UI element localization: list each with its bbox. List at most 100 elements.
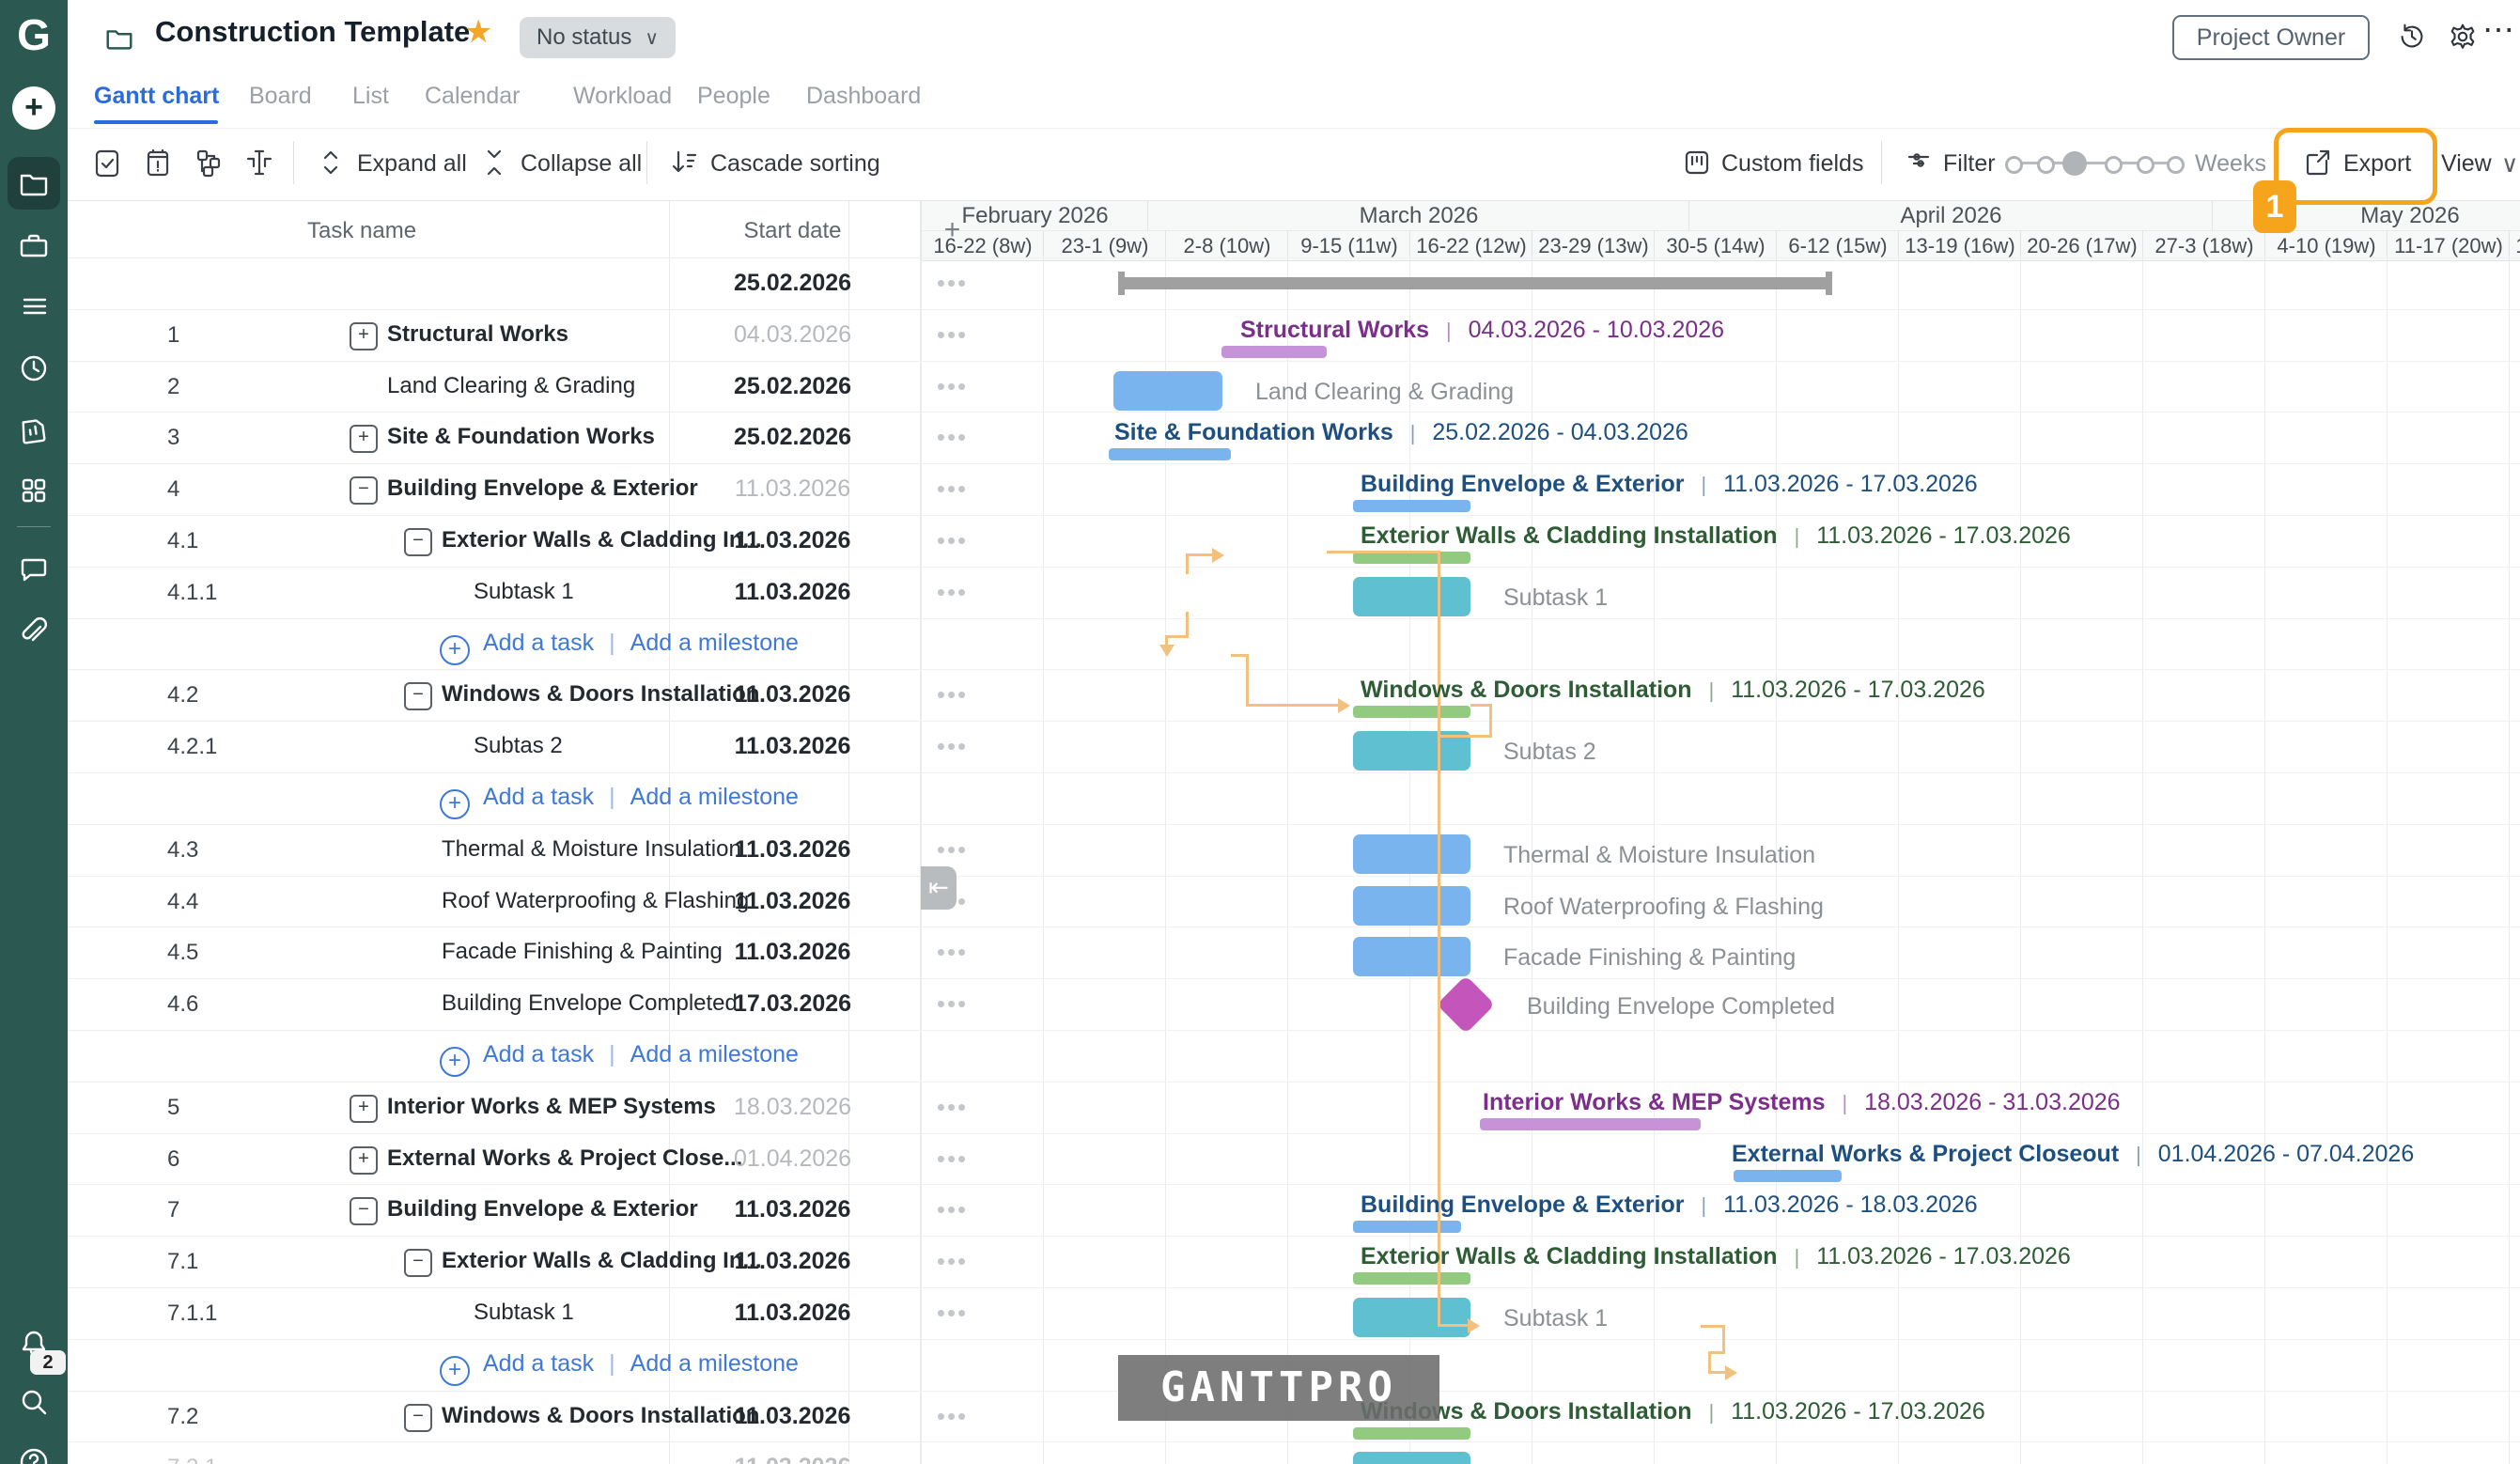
row-menu-icon[interactable]: •••	[936, 1145, 969, 1173]
zoom-slider-stop[interactable]	[2005, 156, 2023, 174]
add-column-button[interactable]: +	[943, 214, 961, 245]
more-options-icon[interactable]: ⋯	[2482, 12, 2516, 48]
tab-dashboard[interactable]: Dashboard	[806, 83, 922, 109]
collapse-minus-icon[interactable]: −	[350, 476, 378, 505]
collapse-all-button[interactable]: Collapse all	[521, 150, 643, 177]
collapse-all-icon[interactable]	[477, 146, 511, 179]
task-bar[interactable]	[1353, 886, 1470, 926]
summary-task-bar[interactable]	[1734, 1170, 1842, 1182]
summary-task-bar[interactable]	[1353, 552, 1470, 564]
task-bar[interactable]	[1353, 834, 1470, 874]
row-menu-icon[interactable]: •••	[936, 680, 969, 709]
attachments-icon[interactable]	[17, 615, 51, 648]
add-milestone-link[interactable]: Add a milestone	[630, 1041, 799, 1067]
summary-task-bar[interactable]	[1353, 1221, 1461, 1233]
portfolio-icon[interactable]	[17, 229, 51, 263]
overdue-tasks-icon[interactable]	[141, 146, 175, 179]
zoom-slider-stop[interactable]	[2137, 156, 2154, 174]
collapse-minus-icon[interactable]: −	[404, 528, 432, 556]
cascade-sorting-button[interactable]: Cascade sorting	[710, 150, 880, 177]
tab-calendar[interactable]: Calendar	[425, 83, 521, 109]
row-menu-icon[interactable]: •••	[936, 320, 969, 349]
collapse-minus-icon[interactable]: −	[404, 1404, 432, 1432]
tab-board[interactable]: Board	[249, 83, 312, 109]
task-bar[interactable]	[1353, 1298, 1470, 1337]
row-menu-icon[interactable]: •••	[936, 1402, 969, 1430]
add-milestone-link[interactable]: Add a milestone	[630, 784, 799, 810]
task-bar[interactable]	[1353, 1452, 1470, 1464]
help-icon[interactable]	[17, 1445, 51, 1464]
projects-icon[interactable]	[17, 166, 51, 200]
add-task-link[interactable]: Add a task	[483, 784, 595, 810]
critical-path-icon[interactable]	[192, 146, 226, 179]
custom-fields-icon[interactable]	[1680, 146, 1714, 179]
expand-plus-icon[interactable]: +	[350, 322, 378, 350]
add-task-link[interactable]: Add a task	[483, 630, 595, 656]
add-task-link[interactable]: Add a task	[483, 1350, 595, 1377]
tab-workload[interactable]: Workload	[573, 83, 673, 109]
row-menu-icon[interactable]: •••	[936, 475, 969, 503]
expand-plus-icon[interactable]: +	[350, 425, 378, 453]
row-menu-icon[interactable]: •••	[936, 732, 969, 760]
add-milestone-link[interactable]: Add a milestone	[630, 1350, 799, 1377]
custom-fields-button[interactable]: Custom fields	[1721, 150, 1864, 177]
favorite-star-icon[interactable]: ★	[464, 14, 493, 50]
column-header-start-date[interactable]: Start date	[743, 218, 842, 243]
zoom-slider-stop[interactable]	[2105, 156, 2123, 174]
row-menu-icon[interactable]: •••	[936, 1195, 969, 1223]
tab-gantt-chart[interactable]: Gantt chart	[94, 83, 220, 109]
search-icon[interactable]	[17, 1385, 51, 1419]
row-menu-icon[interactable]: •••	[936, 423, 969, 451]
summary-task-bar[interactable]	[1353, 706, 1470, 718]
expand-plus-icon[interactable]: +	[350, 1146, 378, 1175]
summary-task-bar[interactable]	[1221, 346, 1327, 358]
add-task-link[interactable]: Add a task	[483, 1041, 595, 1067]
row-menu-icon[interactable]: •••	[936, 989, 969, 1018]
export-icon[interactable]	[2300, 146, 2334, 179]
summary-task-bar[interactable]	[1353, 500, 1470, 512]
filter-icon[interactable]	[1902, 146, 1936, 179]
filter-button[interactable]: Filter	[1943, 150, 1996, 177]
tab-people[interactable]: People	[697, 83, 770, 109]
row-menu-icon[interactable]: •••	[936, 578, 969, 606]
reports-icon[interactable]	[17, 413, 51, 447]
row-menu-icon[interactable]: •••	[936, 1299, 969, 1327]
task-bar[interactable]	[1113, 371, 1222, 411]
task-bar[interactable]	[1353, 577, 1470, 616]
zoom-slider-stop[interactable]	[2167, 156, 2185, 174]
tab-list[interactable]: List	[352, 83, 389, 109]
select-tasks-icon[interactable]	[90, 146, 124, 179]
baseline-icon[interactable]	[242, 146, 276, 179]
zoom-slider-handle[interactable]	[2062, 151, 2087, 176]
project-status-dropdown[interactable]: No status ∨	[520, 17, 677, 58]
row-menu-icon[interactable]: •••	[936, 938, 969, 966]
row-menu-icon[interactable]: •••	[936, 526, 969, 554]
expand-all-button[interactable]: Expand all	[357, 150, 467, 177]
project-summary-bar[interactable]	[1118, 277, 1832, 289]
create-new-button[interactable]: +	[12, 86, 55, 130]
export-button[interactable]: Export	[2343, 150, 2412, 177]
summary-task-bar[interactable]	[1109, 448, 1231, 460]
collapse-minus-icon[interactable]: −	[404, 1249, 432, 1277]
add-milestone-link[interactable]: Add a milestone	[630, 630, 799, 656]
milestone-diamond[interactable]	[1436, 974, 1496, 1035]
view-button[interactable]: View	[2441, 150, 2492, 177]
tasks-list-icon[interactable]	[17, 289, 51, 323]
cascade-sorting-icon[interactable]	[667, 146, 701, 179]
expand-plus-icon[interactable]: +	[350, 1095, 378, 1123]
row-menu-icon[interactable]: •••	[936, 269, 969, 297]
summary-task-bar[interactable]	[1353, 1272, 1470, 1285]
row-menu-icon[interactable]: •••	[936, 1093, 969, 1121]
collapse-minus-icon[interactable]: −	[404, 682, 432, 710]
apps-grid-icon[interactable]	[17, 474, 51, 507]
project-owner-button[interactable]: Project Owner	[2172, 15, 2370, 60]
row-menu-icon[interactable]: •••	[936, 835, 969, 864]
expand-all-icon[interactable]	[314, 146, 348, 179]
collapse-table-handle[interactable]: ⇤	[921, 866, 957, 910]
zoom-slider-stop[interactable]	[2037, 156, 2055, 174]
summary-task-bar[interactable]	[1480, 1118, 1701, 1130]
time-log-icon[interactable]	[17, 351, 51, 385]
task-bar[interactable]	[1353, 937, 1470, 976]
summary-task-bar[interactable]	[1353, 1427, 1470, 1440]
comments-icon[interactable]	[17, 553, 51, 586]
